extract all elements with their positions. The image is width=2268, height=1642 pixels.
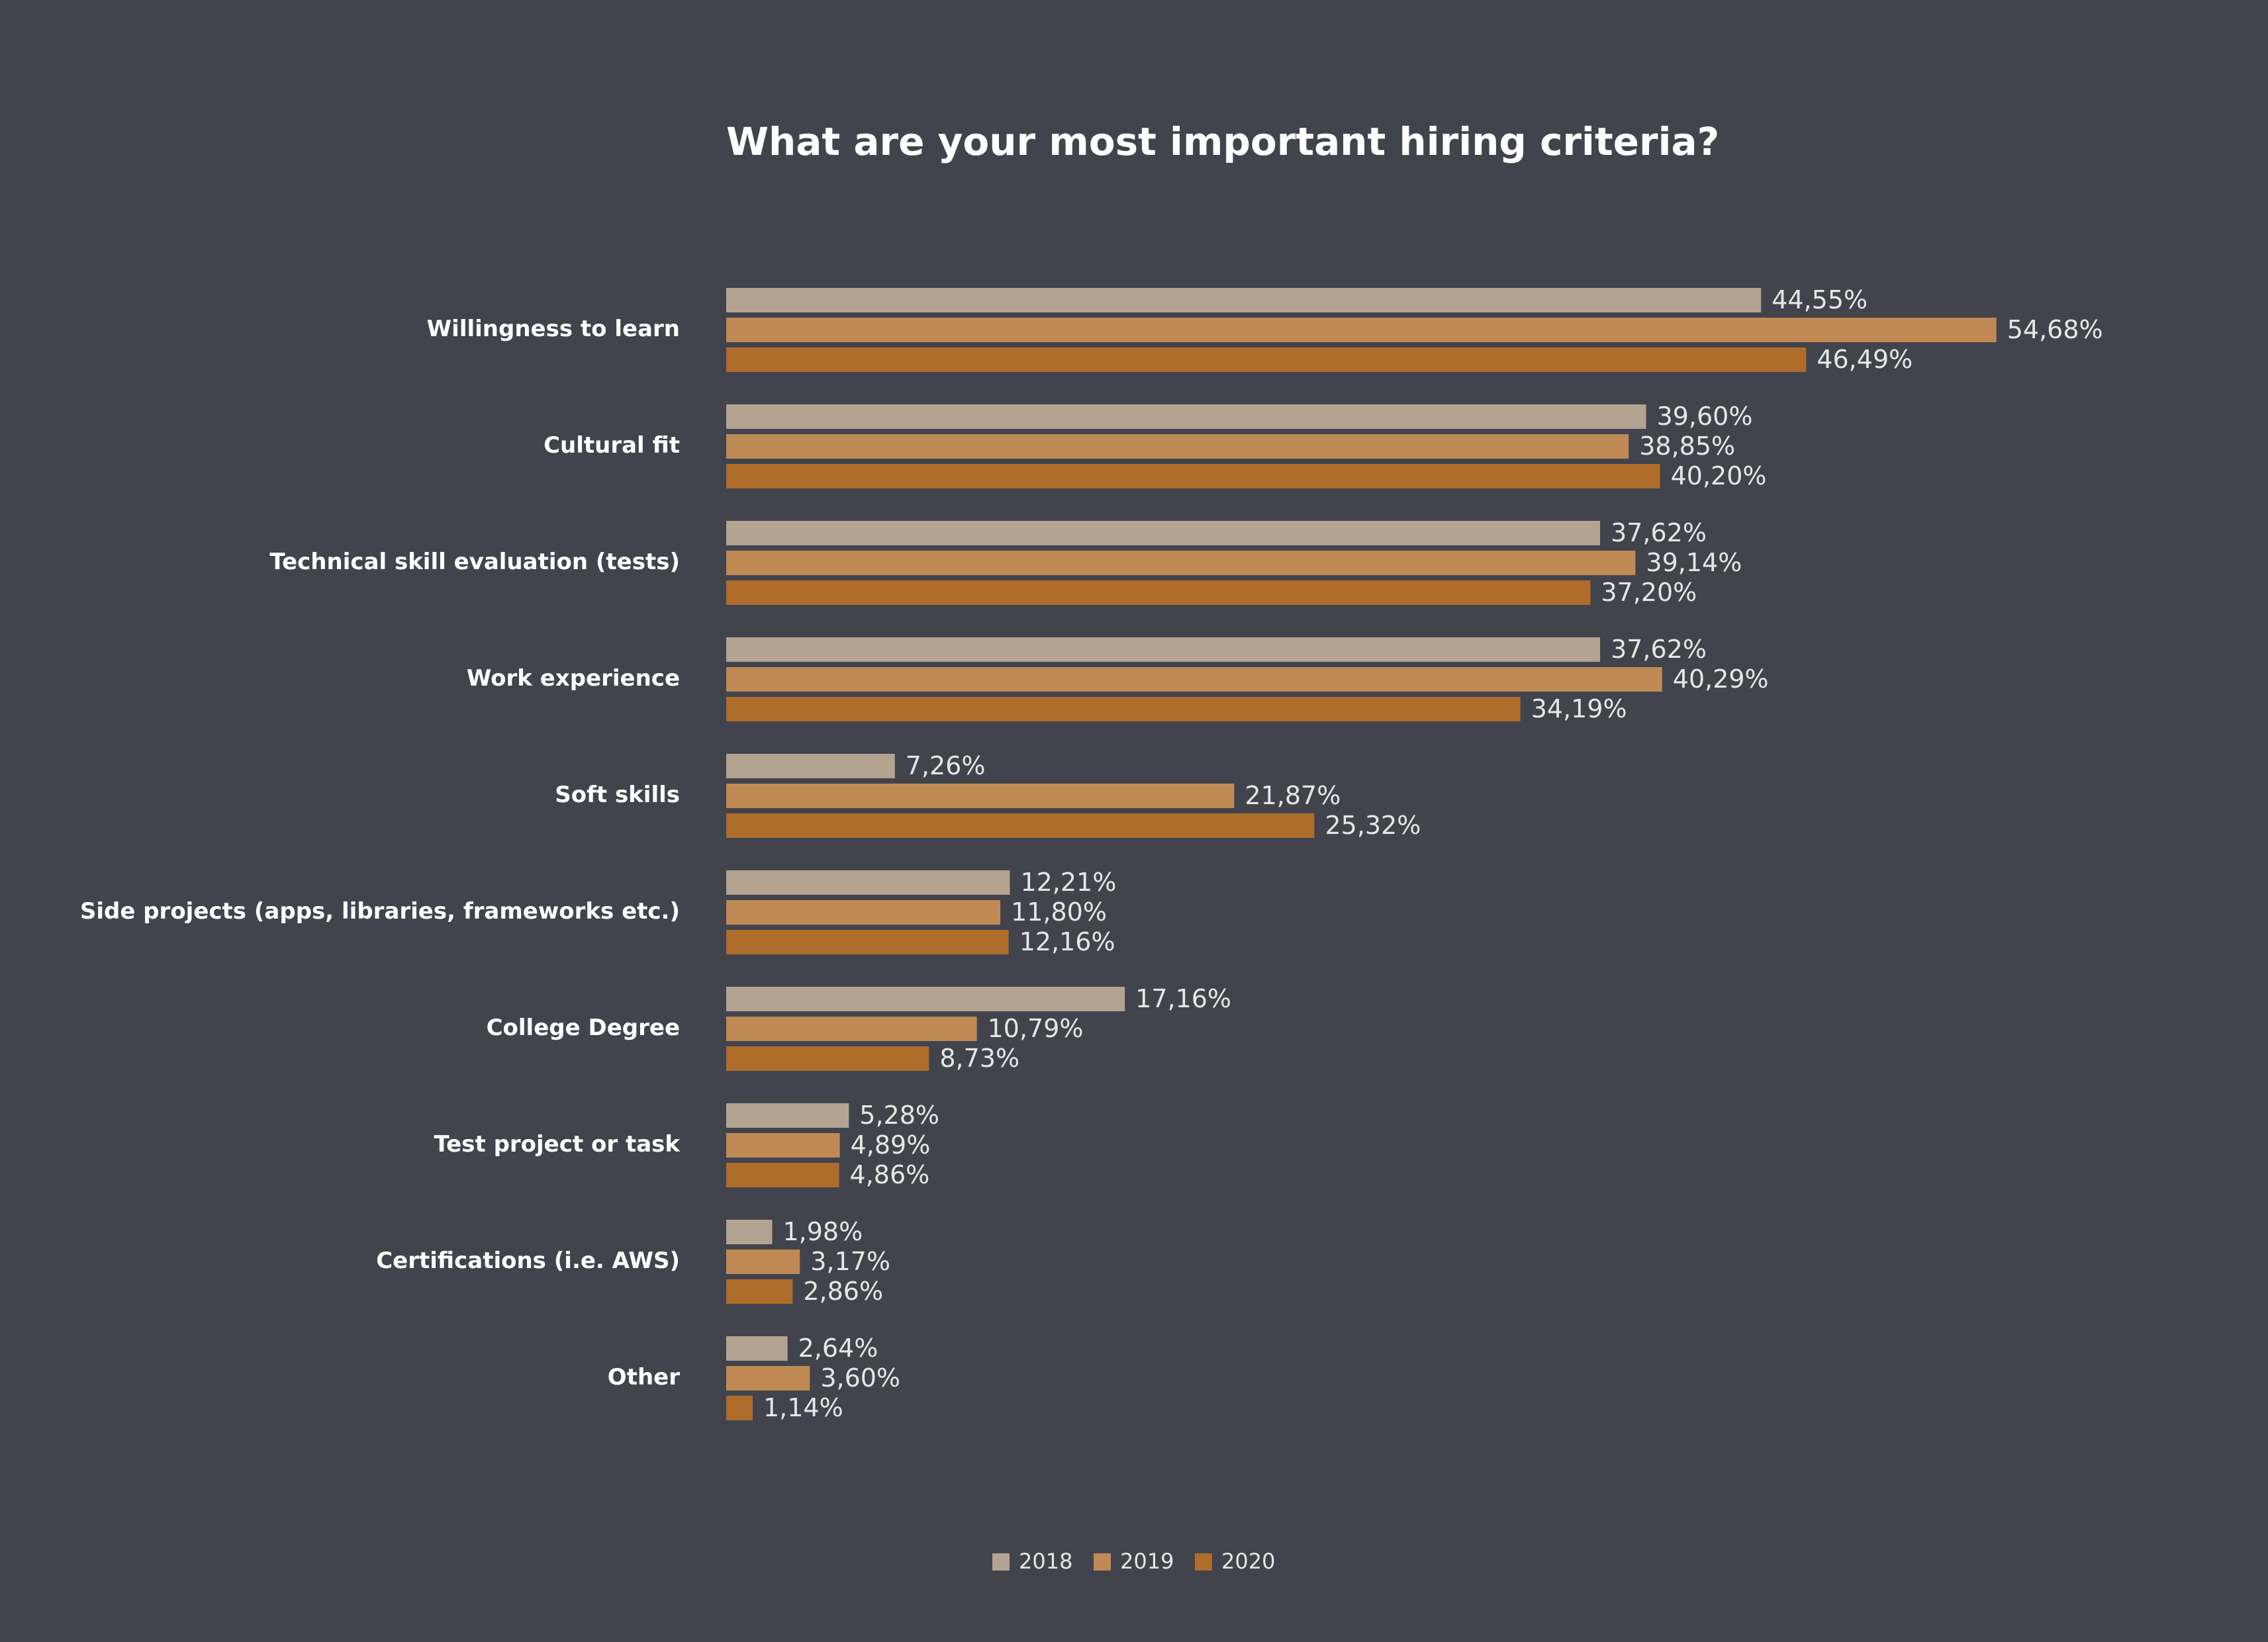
category-label: College Degree <box>487 1015 680 1041</box>
bar <box>726 1366 810 1391</box>
value-label: 7,26% <box>906 751 986 780</box>
value-label: 3,60% <box>820 1363 900 1392</box>
bar <box>726 1133 840 1158</box>
value-label: 11,80% <box>1011 897 1107 927</box>
bar <box>726 1163 839 1187</box>
value-label: 17,16% <box>1135 984 1231 1013</box>
bar <box>726 288 1762 312</box>
bar <box>726 1220 773 1244</box>
value-label: 10,79% <box>988 1014 1084 1043</box>
bar <box>726 551 1636 575</box>
category-label: Work experience <box>467 665 680 692</box>
legend-label: 2019 <box>1120 1549 1174 1574</box>
chart-title: What are your most important hiring crit… <box>726 119 1719 164</box>
category-label: Soft skills <box>555 782 680 808</box>
bar <box>726 1396 753 1420</box>
value-label: 21,87% <box>1245 781 1341 810</box>
legend-label: 2018 <box>1019 1549 1072 1574</box>
value-label: 5,28% <box>859 1101 939 1130</box>
category-label: Test project or task <box>434 1131 681 1158</box>
bar <box>726 813 1315 838</box>
value-label: 37,62% <box>1611 518 1707 547</box>
bar <box>726 870 1010 895</box>
value-label: 39,14% <box>1646 548 1742 577</box>
value-label: 40,29% <box>1673 664 1769 694</box>
bar <box>726 434 1629 459</box>
bar <box>726 347 1807 372</box>
legend-swatch <box>992 1553 1010 1571</box>
value-label: 4,86% <box>850 1160 930 1189</box>
value-label: 1,98% <box>782 1217 863 1246</box>
value-label: 39,60% <box>1657 402 1753 431</box>
bar <box>726 697 1521 721</box>
bar <box>726 930 1009 954</box>
bar <box>726 521 1601 545</box>
value-label: 54,68% <box>2007 315 2103 344</box>
category-label: Certifications (i.e. AWS) <box>376 1248 680 1274</box>
value-label: 12,16% <box>1019 927 1115 956</box>
bar <box>726 1017 977 1041</box>
value-label: 2,86% <box>803 1277 883 1306</box>
value-label: 1,14% <box>763 1393 843 1422</box>
category-label: Technical skill evaluation (tests) <box>269 549 680 575</box>
bar <box>726 1046 929 1071</box>
category-label: Side projects (apps, libraries, framewor… <box>80 898 680 925</box>
value-label: 34,19% <box>1531 694 1627 723</box>
legend-swatch <box>1094 1553 1111 1571</box>
category-label: Willingness to learn <box>427 316 680 342</box>
value-label: 3,17% <box>810 1247 890 1276</box>
value-label: 46,49% <box>1817 345 1913 374</box>
value-label: 37,20% <box>1601 578 1697 607</box>
bar <box>726 404 1646 429</box>
category-label: Other <box>608 1364 680 1391</box>
bar <box>726 1103 849 1128</box>
bar <box>726 637 1601 662</box>
bar <box>726 667 1662 692</box>
value-label: 44,55% <box>1772 285 1867 314</box>
category-label: Cultural fit <box>543 432 680 459</box>
value-label: 2,64% <box>798 1334 878 1363</box>
bar <box>726 784 1235 808</box>
value-label: 37,62% <box>1611 635 1707 664</box>
bar <box>726 1250 800 1274</box>
bar <box>726 318 1997 342</box>
bar <box>726 580 1591 605</box>
value-label: 12,21% <box>1020 868 1116 897</box>
bar <box>726 900 1001 925</box>
legend-label: 2020 <box>1221 1549 1275 1574</box>
value-label: 40,20% <box>1671 461 1767 490</box>
value-label: 8,73% <box>939 1044 1019 1073</box>
bar <box>726 754 895 778</box>
value-label: 25,32% <box>1325 811 1421 840</box>
bar <box>726 1336 788 1361</box>
bar <box>726 1279 793 1304</box>
value-label: 4,89% <box>851 1130 931 1160</box>
value-label: 38,85% <box>1639 432 1735 461</box>
legend-swatch <box>1195 1553 1212 1571</box>
bar <box>726 987 1125 1011</box>
bar <box>726 464 1660 488</box>
